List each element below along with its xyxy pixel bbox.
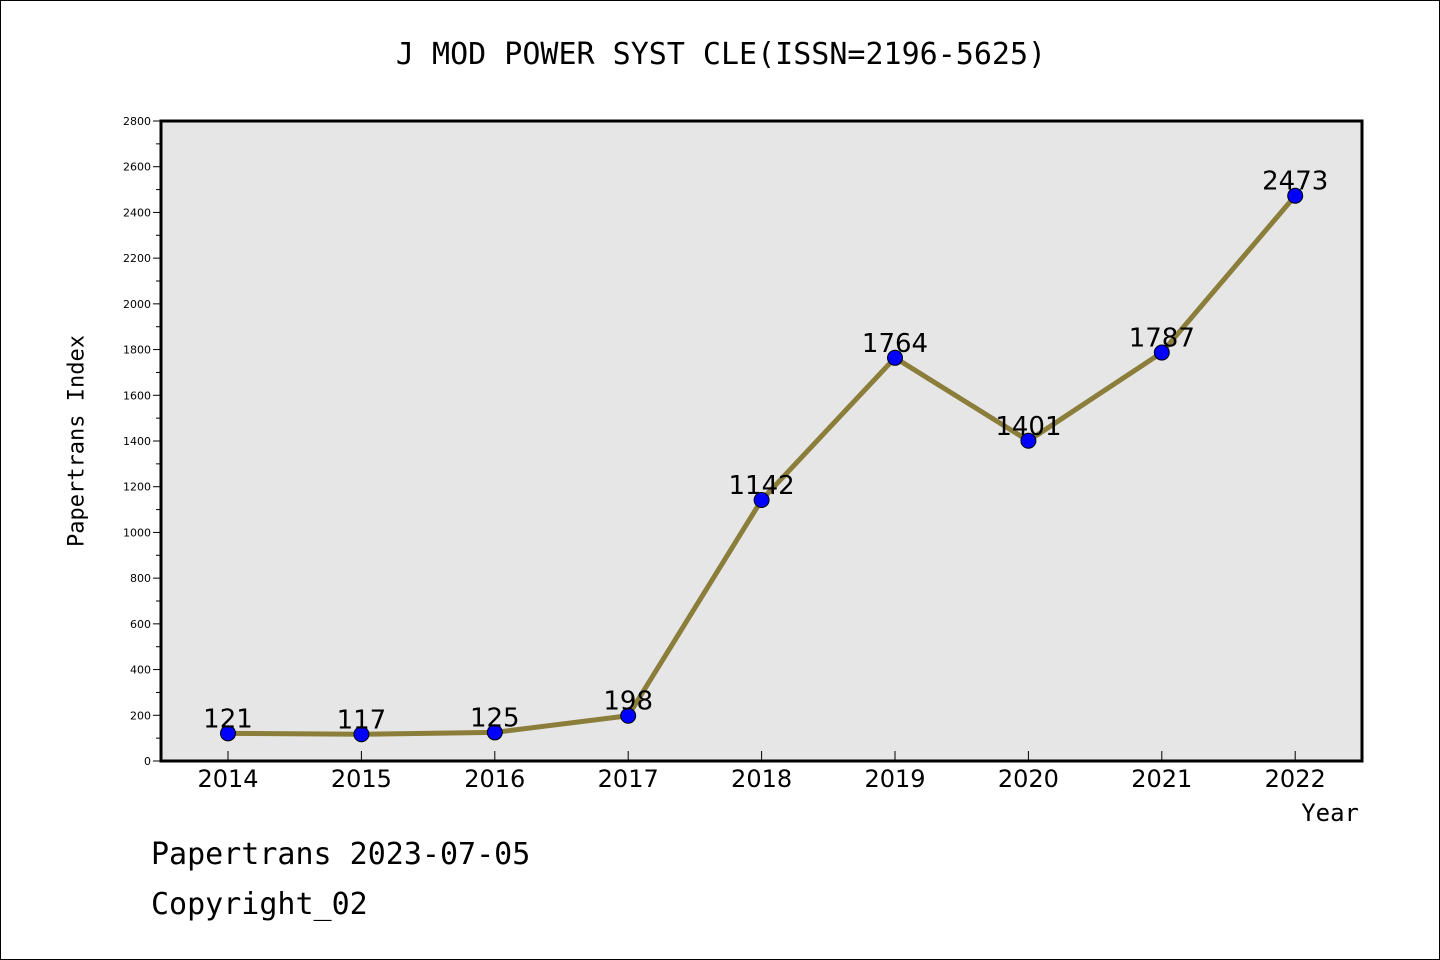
- y-tick-label: 0: [144, 755, 151, 768]
- x-tick-label: 2018: [731, 765, 792, 793]
- footer-copyright: Copyright_02: [151, 887, 368, 922]
- y-tick-label: 2000: [123, 298, 151, 311]
- y-tick-label: 200: [130, 709, 151, 722]
- x-tick-label: 2017: [598, 765, 659, 793]
- chart-title: J MOD POWER SYST CLE(ISSN=2196-5625): [395, 37, 1047, 72]
- data-point: [753, 491, 770, 508]
- data-point: [1020, 432, 1037, 449]
- data-point: [486, 724, 503, 741]
- footer-date: Papertrans 2023-07-05: [151, 837, 531, 872]
- x-tick-label: 2019: [864, 765, 925, 793]
- plot-frame: [159, 119, 1364, 763]
- y-tick-label: 2200: [123, 252, 151, 265]
- y-tick-label: 2600: [123, 161, 151, 174]
- data-point: [1153, 344, 1170, 361]
- data-label: 1764: [862, 329, 928, 359]
- series-group: [220, 187, 1304, 743]
- x-tick-label: 2020: [998, 765, 1059, 793]
- data-labels-group: 121 117 125 198 1142 1764 1401 1787 2473: [203, 167, 1328, 736]
- data-label: 121: [203, 704, 253, 734]
- y-tick-label: 1000: [123, 526, 151, 539]
- x-tick-label: 2014: [197, 765, 258, 793]
- y-axis-ticks: 0 200 400 600 800 1000 1200 1400 1600 1800 2000 220…: [123, 115, 161, 768]
- y-tick-label: 800: [130, 572, 151, 585]
- y-tick-label: 1400: [123, 435, 151, 448]
- x-tick-label: 2015: [331, 765, 392, 793]
- x-tick-label: 2016: [464, 765, 525, 793]
- data-point: [220, 725, 236, 742]
- data-point: [353, 726, 370, 743]
- y-tick-label: 1200: [123, 481, 151, 494]
- data-point: [620, 707, 637, 724]
- y-tick-label: 1800: [123, 344, 151, 357]
- x-axis-label: Year: [1301, 799, 1359, 827]
- data-label: 198: [603, 687, 653, 717]
- data-label: 125: [470, 703, 520, 733]
- y-tick-label: 600: [130, 618, 151, 631]
- data-label: 117: [337, 705, 387, 735]
- x-tick-label: 2022: [1265, 765, 1326, 793]
- y-tick-label: 2400: [123, 206, 151, 219]
- data-label: 2473: [1262, 167, 1328, 197]
- y-tick-label: 2800: [123, 115, 151, 128]
- plot-area: [161, 121, 1362, 761]
- y-tick-label: 400: [130, 664, 151, 677]
- data-label: 1401: [995, 412, 1061, 442]
- data-point: [887, 349, 903, 366]
- data-label: 1787: [1129, 324, 1195, 354]
- data-label: 1142: [729, 471, 795, 501]
- y-tick-label: 1600: [123, 389, 151, 402]
- x-tick-label: 2021: [1131, 765, 1192, 793]
- x-axis-ticks: 2014 2015 2016 2017 2018 2019 2020 2021 2022: [197, 751, 1326, 793]
- data-point: [1287, 187, 1304, 204]
